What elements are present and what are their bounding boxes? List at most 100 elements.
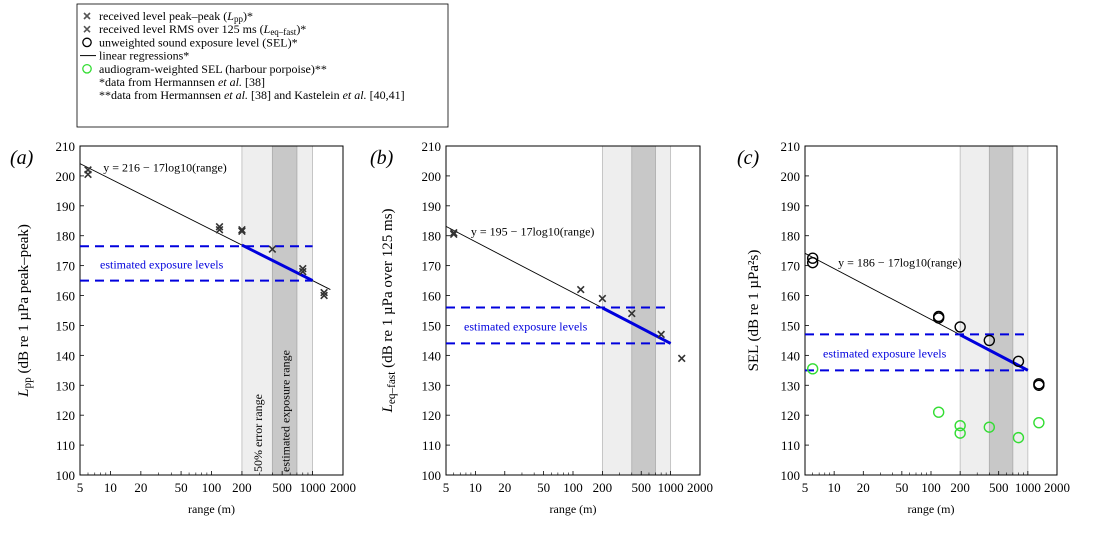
y-axis-title: Lpp (dB re 1 µPa peak–peak) <box>16 224 34 398</box>
exposure-regression-segment <box>601 306 672 345</box>
data-point-cross <box>298 264 307 273</box>
exposure-range-label: estimated exposure range <box>279 350 293 472</box>
y-tick-label: 170 <box>422 259 442 274</box>
legend-item-label: audiogram-weighted SEL (harbour porpoise… <box>99 62 327 76</box>
x-tick-label: 5 <box>77 480 84 495</box>
legend-item-label: unweighted sound exposure level (SEL)* <box>99 35 298 49</box>
legend-cross-marker <box>83 12 91 20</box>
y-tick-label: 210 <box>422 139 442 154</box>
x-tick-label: 500 <box>631 480 651 495</box>
data-point-circle <box>806 252 819 264</box>
y-tick-label: 150 <box>422 318 442 333</box>
y-tick-label: 130 <box>56 378 76 393</box>
panel-letter: (b) <box>370 147 394 169</box>
y-tick-label: 190 <box>56 199 76 214</box>
y-tick-label: 150 <box>56 318 76 333</box>
exposure-regression-segment <box>959 333 1029 372</box>
legend-item-label: received level peak–peak (Lpp)* <box>99 9 253 24</box>
data-point-cross <box>238 227 246 236</box>
y-tick-label: 110 <box>56 438 75 453</box>
data-point-circle <box>1033 379 1045 391</box>
regression-equation: y = 195 − 17log10(range) <box>471 224 595 238</box>
legend-frame <box>76 3 449 128</box>
x-axis-title: range (m) <box>188 502 235 516</box>
legend-item-label: received level RMS over 125 ms (Leq–fast… <box>99 22 306 37</box>
y-tick-label: 160 <box>781 289 801 304</box>
y-tick-label: 100 <box>56 468 76 483</box>
x-tick-label: 1000 <box>658 480 684 495</box>
y-tick-label: 120 <box>422 408 442 423</box>
y-tick-label: 190 <box>781 199 801 214</box>
x-tick-label: 20 <box>498 480 511 495</box>
data-point-circle <box>954 321 966 333</box>
x-tick-label: 20 <box>134 480 147 495</box>
data-point-cross <box>657 330 666 339</box>
x-tick-label: 5 <box>802 480 809 495</box>
panel-letter: (c) <box>737 147 760 169</box>
exposure-levels-label: estimated exposure levels <box>464 319 588 333</box>
y-tick-label: 200 <box>781 169 801 184</box>
panel-letter: (a) <box>10 147 34 169</box>
x-tick-label: 5 <box>443 480 450 495</box>
y-tick-label: 110 <box>422 438 441 453</box>
y-tick-label: 100 <box>781 468 801 483</box>
legend-item-label: linear regressions* <box>99 49 189 63</box>
legend-note: **data from Hermannsen et al. [38] and K… <box>99 88 405 102</box>
data-point-cross <box>215 222 224 231</box>
legend: received level peak–peak (Lpp)*received … <box>76 3 449 128</box>
x-tick-label: 1000 <box>1015 480 1041 495</box>
legend-circle-marker <box>82 37 92 48</box>
y-tick-label: 160 <box>422 289 442 304</box>
exposure-range-band <box>988 145 1014 476</box>
data-point-green-circle <box>983 421 996 433</box>
data-point-cross <box>598 294 607 303</box>
y-tick-label: 140 <box>422 348 442 363</box>
regression-equation: y = 216 − 17log10(range) <box>103 160 227 174</box>
data-point-cross <box>268 245 277 254</box>
x-tick-label: 500 <box>272 480 292 495</box>
y-tick-label: 140 <box>781 348 801 363</box>
x-tick-label: 50 <box>175 480 188 495</box>
x-tick-label: 500 <box>989 480 1009 495</box>
x-tick-label: 10 <box>828 480 841 495</box>
data-point-cross <box>449 228 458 237</box>
exposure-levels-label: estimated exposure levels <box>823 346 947 360</box>
y-tick-label: 140 <box>56 348 76 363</box>
x-tick-label: 50 <box>537 480 550 495</box>
data-point-green-circle <box>954 427 966 439</box>
regression-equation: y = 186 − 17log10(range) <box>838 256 962 270</box>
data-point-cross <box>215 225 224 234</box>
y-tick-label: 200 <box>422 169 442 184</box>
data-point-green-circle <box>806 363 819 375</box>
y-tick-label: 180 <box>56 229 76 244</box>
y-tick-label: 120 <box>56 408 76 423</box>
x-tick-label: 10 <box>469 480 482 495</box>
y-tick-label: 170 <box>781 259 801 274</box>
x-tick-label: 20 <box>857 480 870 495</box>
x-axis-title: range (m) <box>908 502 955 516</box>
y-tick-label: 160 <box>56 289 76 304</box>
y-tick-label: 120 <box>781 408 801 423</box>
y-tick-label: 200 <box>56 169 76 184</box>
data-point-cross <box>238 225 246 234</box>
y-tick-label: 150 <box>781 318 801 333</box>
y-tick-label: 170 <box>56 259 76 274</box>
x-tick-label: 1000 <box>300 480 326 495</box>
x-tick-label: 2000 <box>687 480 713 495</box>
data-point-green-circle <box>954 419 966 432</box>
data-point-cross <box>84 170 92 179</box>
y-tick-label: 130 <box>422 378 442 393</box>
data-point-cross <box>627 309 636 318</box>
data-point-cross <box>576 285 585 294</box>
x-tick-label: 100 <box>202 480 222 495</box>
y-tick-label: 210 <box>781 139 801 154</box>
chart-panel-1: 100 110 120 130 140 150 160 170 180 190 200 210 5 10 2… <box>10 139 356 516</box>
x-tick-label: 50 <box>895 480 908 495</box>
y-tick-label: 180 <box>781 229 801 244</box>
data-point-green-circle <box>1033 416 1045 429</box>
data-point-circle <box>932 312 945 324</box>
x-tick-label: 200 <box>593 480 613 495</box>
exposure-range-band <box>271 145 298 476</box>
x-tick-label: 2000 <box>1044 480 1070 495</box>
y-tick-label: 180 <box>422 229 442 244</box>
